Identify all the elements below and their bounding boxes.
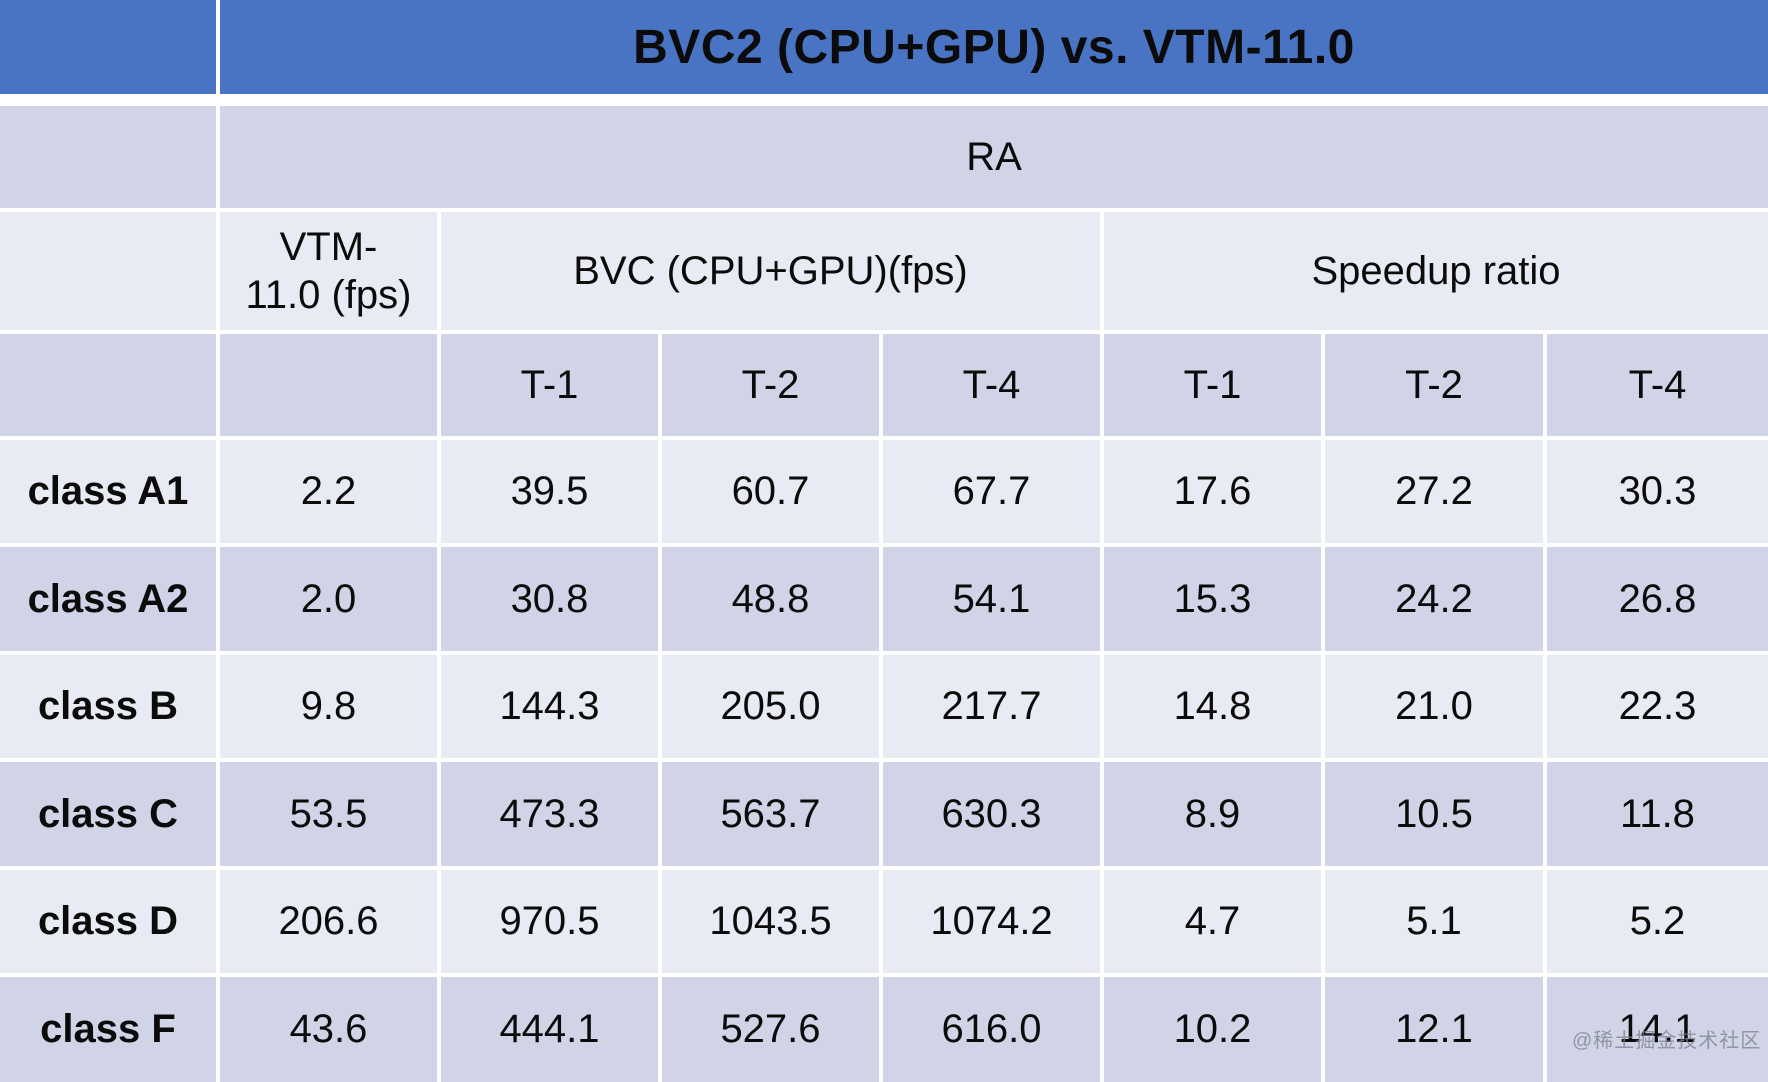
row-label-class-c: class C (0, 762, 216, 866)
row-label-class-b: class B (0, 655, 216, 758)
data-cell: 24.2 (1325, 547, 1543, 651)
thread-header-speedup-t1: T-1 (1104, 334, 1321, 436)
data-cell: 27.2 (1325, 440, 1543, 543)
data-cell: 2.0 (220, 547, 437, 651)
data-cell: 4.7 (1104, 870, 1321, 973)
table-title: BVC2 (CPU+GPU) vs. VTM-11.0 (220, 0, 1768, 102)
data-cell: 8.9 (1104, 762, 1321, 866)
data-cell: 14.8 (1104, 655, 1321, 758)
data-cell: 54.1 (883, 547, 1100, 651)
data-cell: 26.8 (1547, 547, 1768, 651)
thread-header-bvc-t1: T-1 (441, 334, 658, 436)
data-cell: 43.6 (220, 977, 437, 1082)
data-cell: 1043.5 (662, 870, 879, 973)
data-cell: 30.3 (1547, 440, 1768, 543)
ra-row-corner-cell (0, 106, 216, 208)
watermark: @稀土掘金技术社区 (1572, 1030, 1762, 1052)
data-cell: 60.7 (662, 440, 879, 543)
bvc-group-header: BVC (CPU+GPU)(fps) (441, 212, 1100, 330)
data-cell: 39.5 (441, 440, 658, 543)
data-cell: 206.6 (220, 870, 437, 973)
row-label-class-a2: class A2 (0, 547, 216, 651)
row-label-class-f: class F (0, 977, 216, 1082)
data-cell: 11.8 (1547, 762, 1768, 866)
data-cell: 67.7 (883, 440, 1100, 543)
data-cell: 970.5 (441, 870, 658, 973)
group-row-corner-cell (0, 212, 216, 330)
data-cell: 12.1 (1325, 977, 1543, 1082)
data-cell: 630.3 (883, 762, 1100, 866)
data-cell: 527.6 (662, 977, 879, 1082)
data-cell: 9.8 (220, 655, 437, 758)
thread-row-corner-cell (0, 334, 216, 436)
data-cell: 563.7 (662, 762, 879, 866)
data-cell: 10.2 (1104, 977, 1321, 1082)
thread-header-speedup-t2: T-2 (1325, 334, 1543, 436)
data-cell: 10.5 (1325, 762, 1543, 866)
data-cell: 22.3 (1547, 655, 1768, 758)
data-cell: 1074.2 (883, 870, 1100, 973)
vtm-column-header: VTM- 11.0 (fps) (220, 212, 437, 330)
data-cell: 616.0 (883, 977, 1100, 1082)
data-cell: 21.0 (1325, 655, 1543, 758)
data-cell: 473.3 (441, 762, 658, 866)
row-label-class-d: class D (0, 870, 216, 973)
data-cell: 144.3 (441, 655, 658, 758)
thread-header-speedup-t4: T-4 (1547, 334, 1768, 436)
table-corner-cell (0, 0, 216, 102)
ra-header: RA (220, 106, 1768, 208)
data-cell: 15.3 (1104, 547, 1321, 651)
data-cell: 2.2 (220, 440, 437, 543)
data-cell: 48.8 (662, 547, 879, 651)
thread-header-bvc-t2: T-2 (662, 334, 879, 436)
data-cell: 444.1 (441, 977, 658, 1082)
thread-header-bvc-t4: T-4 (883, 334, 1100, 436)
row-label-class-a1: class A1 (0, 440, 216, 543)
speedup-group-header: Speedup ratio (1104, 212, 1768, 330)
thread-row-vtm-cell (220, 334, 437, 436)
data-cell: 5.1 (1325, 870, 1543, 973)
data-cell: 217.7 (883, 655, 1100, 758)
data-cell: 17.6 (1104, 440, 1321, 543)
data-cell: 14.1 (1547, 977, 1768, 1082)
data-cell: 5.2 (1547, 870, 1768, 973)
data-cell: 30.8 (441, 547, 658, 651)
data-cell: 53.5 (220, 762, 437, 866)
data-cell: 205.0 (662, 655, 879, 758)
